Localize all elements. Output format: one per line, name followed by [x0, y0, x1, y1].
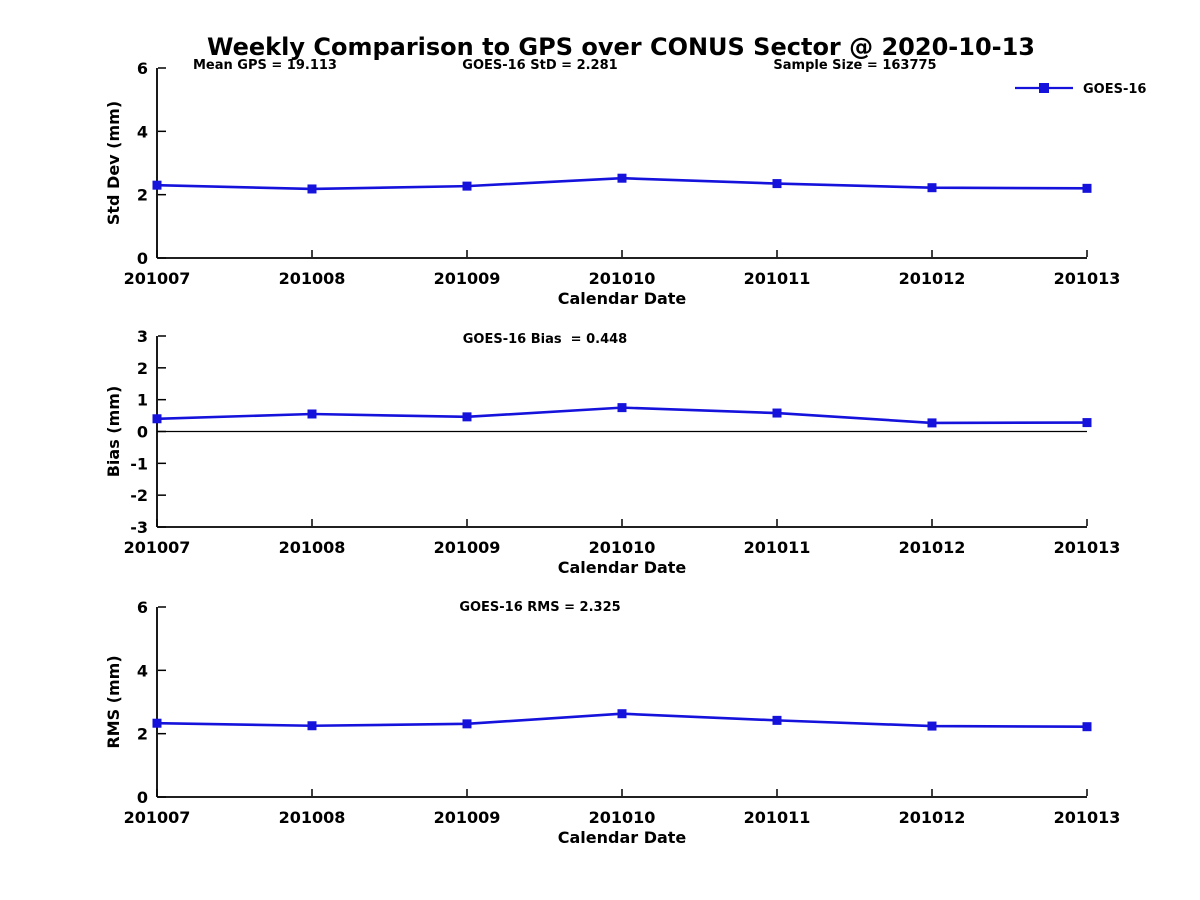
y-tick-label: 6 [137, 59, 148, 78]
data-point-marker [1082, 183, 1092, 193]
data-point-marker [772, 715, 782, 725]
data-point-marker [617, 403, 627, 413]
y-tick-label: -1 [130, 454, 148, 473]
data-point-marker [152, 180, 162, 190]
y-tick-label: 1 [137, 391, 148, 410]
y-tick-label: 4 [137, 122, 148, 141]
x-tick-label: 201009 [434, 538, 501, 557]
data-point-marker [772, 408, 782, 418]
data-point-marker [307, 184, 317, 194]
data-point-marker [927, 721, 937, 731]
data-point-marker [462, 181, 472, 191]
x-tick-label: 201013 [1054, 538, 1121, 557]
y-tick-label: 0 [137, 788, 148, 807]
annotation-std-dev-0: Mean GPS = 19.113 [193, 58, 337, 73]
y-tick-label: -3 [130, 518, 148, 537]
x-tick-label: 201007 [124, 269, 191, 288]
x-tick-label: 201012 [899, 538, 966, 557]
x-tick-label: 201011 [744, 269, 811, 288]
x-tick-label: 201012 [899, 269, 966, 288]
y-axis-label: Std Dev (mm) [104, 101, 123, 225]
x-tick-label: 201008 [279, 808, 346, 827]
data-point-marker [307, 409, 317, 419]
y-tick-label: -2 [130, 486, 148, 505]
x-tick-label: 201008 [279, 269, 346, 288]
data-point-marker [617, 709, 627, 719]
legend-marker [1039, 83, 1049, 93]
x-tick-label: 201012 [899, 808, 966, 827]
x-tick-label: 201008 [279, 538, 346, 557]
data-point-marker [152, 414, 162, 424]
x-tick-label: 201010 [589, 808, 656, 827]
data-point-marker [617, 173, 627, 183]
legend: GOES-16 [1015, 82, 1146, 97]
subplot-std-dev: 0 2 4 6 201007 201008 201009 201010 201011 201012… [104, 58, 1146, 308]
y-tick-label: 0 [137, 423, 148, 442]
annotation-std-dev-2: Sample Size = 163775 [773, 58, 936, 73]
x-tick-label: 201009 [434, 808, 501, 827]
data-point-marker [307, 721, 317, 731]
y-axis-label: RMS (mm) [104, 655, 123, 748]
y-tick-label: 2 [137, 186, 148, 205]
x-tick-label: 201013 [1054, 269, 1121, 288]
x-tick-label: 201007 [124, 808, 191, 827]
x-tick-label: 201009 [434, 269, 501, 288]
y-tick-label: 2 [137, 725, 148, 744]
data-point-marker [1082, 418, 1092, 428]
data-point-marker [927, 183, 937, 193]
y-tick-label: 6 [137, 598, 148, 617]
annotation-rms-0: GOES-16 RMS = 2.325 [459, 600, 620, 615]
annotation-bias-0: GOES-16 Bias = 0.448 [463, 332, 627, 347]
y-tick-label: 3 [137, 327, 148, 346]
y-tick-label: 2 [137, 359, 148, 378]
legend-label: GOES-16 [1083, 82, 1146, 97]
data-point-marker [772, 179, 782, 189]
data-point-marker [462, 412, 472, 422]
data-point-marker [927, 418, 937, 428]
data-point-marker [1082, 722, 1092, 732]
y-tick-label: 0 [137, 249, 148, 268]
data-point-marker [462, 719, 472, 729]
y-tick-label: 4 [137, 661, 148, 680]
x-tick-label: 201007 [124, 538, 191, 557]
data-point-marker [152, 718, 162, 728]
subplot-bias: -3 -2 -1 0 1 2 3 201007 201008 201009 201010 201011… [104, 327, 1120, 577]
x-tick-label: 201010 [589, 269, 656, 288]
x-tick-label: 201013 [1054, 808, 1121, 827]
x-tick-label: 201011 [744, 808, 811, 827]
x-axis-label: Calendar Date [558, 289, 687, 308]
x-axis-label: Calendar Date [558, 828, 687, 847]
chart-title: Weekly Comparison to GPS over CONUS Sect… [207, 33, 1035, 61]
x-tick-label: 201011 [744, 538, 811, 557]
x-tick-label: 201010 [589, 538, 656, 557]
subplot-rms: 0 2 4 6 201007 201008 201009 201010 201011 201012… [104, 598, 1120, 847]
y-axis-label: Bias (mm) [104, 386, 123, 478]
x-axis-label: Calendar Date [558, 558, 687, 577]
annotation-std-dev-1: GOES-16 StD = 2.281 [462, 58, 617, 73]
